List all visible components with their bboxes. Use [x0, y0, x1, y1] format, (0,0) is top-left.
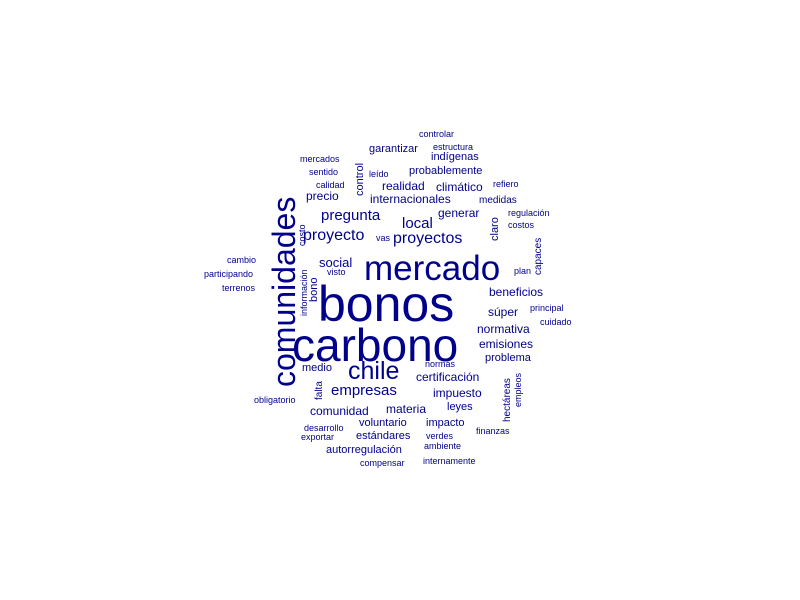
word-cloud-word: visto [327, 267, 346, 277]
word-cloud-word: normas [425, 359, 456, 369]
word-cloud-word: probablemente [409, 165, 483, 177]
word-cloud-word: bono [308, 277, 320, 302]
word-cloud-word: participando [204, 269, 254, 279]
word-cloud-word: internacionales [370, 192, 451, 206]
word-cloud-word: desarrollo [304, 423, 344, 433]
word-cloud-word: costo [297, 224, 307, 246]
word-cloud-word: compensar [360, 458, 405, 468]
word-cloud-word: refiero [493, 179, 519, 189]
word-cloud-word: garantizar [369, 143, 418, 155]
word-cloud-word: indígenas [431, 151, 479, 163]
word-cloud-word: impacto [426, 417, 465, 429]
word-cloud-word: ambiente [424, 441, 462, 451]
word-cloud-word: chile [348, 357, 400, 385]
word-cloud-word: internamente [423, 456, 476, 466]
word-cloud-word: capaces [533, 237, 544, 275]
word-cloud-word: empleos [513, 372, 523, 407]
word-cloud-word: proyectos [393, 230, 463, 247]
word-cloud-word: carbono [292, 319, 459, 371]
word-cloud-word: precio [306, 189, 339, 203]
word-cloud-word: local [402, 215, 433, 232]
word-cloud-word: social [319, 255, 353, 270]
word-cloud-word: autorregulación [326, 444, 402, 456]
word-cloud-word: mercado [364, 249, 501, 288]
word-cloud-word: materia [386, 402, 427, 416]
word-cloud-word: súper [488, 305, 519, 319]
word-cloud-word: comunidades [266, 196, 302, 387]
word-cloud-word: empresas [331, 382, 397, 399]
word-cloud-word: cuidado [540, 317, 572, 327]
word-cloud-word: normativa [477, 322, 530, 336]
word-cloud-word: problema [485, 352, 531, 364]
word-cloud-word: impuesto [433, 386, 482, 400]
word-cloud-word: controlar [419, 129, 455, 139]
word-cloud-word: calidad [316, 180, 345, 190]
word-cloud-word: proyecto [303, 227, 365, 244]
word-cloud-word: leído [369, 169, 389, 179]
word-cloud-word: bonos [318, 276, 455, 332]
word-cloud-word: terrenos [222, 283, 256, 293]
word-cloud-word: hectáreas [502, 378, 513, 422]
word-cloud-word: exportar [301, 432, 335, 442]
word-cloud-word: plan [514, 266, 532, 276]
word-cloud-word: estándares [356, 430, 411, 442]
word-cloud-word: comunidad [310, 404, 369, 418]
word-cloud-word: leyes [447, 401, 473, 413]
word-cloud-word: pregunta [321, 207, 381, 224]
word-cloud-word: realidad [382, 179, 425, 193]
word-cloud-word: climático [436, 180, 483, 194]
word-cloud-word: finanzas [476, 426, 510, 436]
word-cloud-word: claro [489, 217, 501, 241]
word-cloud-word: voluntario [359, 417, 407, 429]
word-cloud-word: beneficios [489, 285, 544, 299]
word-cloud-word: regulación [508, 208, 550, 218]
word-cloud-word: verdes [426, 431, 454, 441]
word-cloud-word: obligatorio [254, 395, 296, 405]
word-cloud-word: costos [508, 220, 535, 230]
word-cloud-word: sentido [309, 167, 339, 177]
word-cloud-word: generar [438, 206, 480, 220]
word-cloud-word: principal [530, 303, 564, 313]
word-cloud-word: control [354, 162, 366, 196]
word-cloud-word: estructura [433, 142, 474, 152]
word-cloud-word: mercados [300, 154, 340, 164]
word-cloud-word: medidas [479, 195, 517, 206]
word-cloud-word: cambio [227, 255, 257, 265]
word-cloud-word: falta [314, 381, 325, 400]
word-cloud-word: emisiones [479, 337, 534, 351]
word-cloud-word: certificación [416, 370, 480, 384]
word-cloud-word: vas [376, 233, 391, 243]
word-cloud-word: medio [302, 362, 332, 374]
